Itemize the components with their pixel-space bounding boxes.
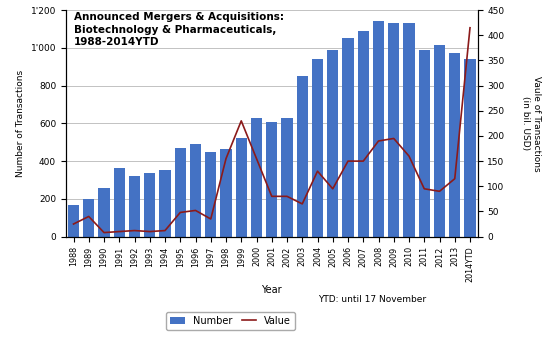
Value	[192, 209, 199, 213]
Value	[436, 189, 443, 193]
Bar	[68, 206, 79, 237]
Bar	[404, 23, 414, 237]
Value	[131, 228, 138, 233]
Bar	[296, 76, 308, 237]
Value	[86, 214, 92, 218]
Value	[162, 228, 169, 233]
Y-axis label: Vaule of Transactions
(in bil. USD): Vaule of Transactions (in bil. USD)	[521, 76, 541, 171]
Bar	[312, 59, 323, 237]
Bar	[464, 59, 476, 237]
Value	[116, 230, 122, 234]
Bar	[357, 31, 369, 237]
Bar	[114, 168, 125, 237]
Bar	[144, 173, 155, 237]
Bar	[418, 50, 430, 237]
Value	[253, 156, 260, 161]
Text: Announced Mergers & Acquisitions:
Biotechnology & Pharmaceuticals,
1988-2014YTD: Announced Mergers & Acquisitions: Biotec…	[74, 13, 284, 47]
Value	[223, 156, 229, 161]
Bar	[388, 23, 400, 237]
Value	[314, 169, 321, 173]
Value	[177, 211, 183, 215]
Bar	[159, 170, 171, 237]
Value	[284, 194, 290, 198]
Value	[208, 217, 214, 221]
Bar	[434, 45, 445, 237]
Y-axis label: Number of Transactions: Number of Transactions	[16, 70, 25, 177]
Bar	[327, 50, 339, 237]
Value	[375, 139, 382, 143]
Line: Value: Value	[74, 28, 470, 233]
Value	[451, 177, 458, 181]
Bar	[129, 176, 140, 237]
Legend: Number, Value: Number, Value	[166, 312, 295, 330]
Value	[421, 187, 428, 191]
Value	[268, 194, 275, 198]
Value	[390, 137, 397, 141]
Bar	[281, 118, 293, 237]
Value	[299, 202, 306, 206]
Value	[238, 119, 244, 123]
Value	[100, 231, 107, 235]
Value	[147, 230, 153, 234]
Value	[406, 154, 412, 158]
Text: YTD: until 17 November: YTD: until 17 November	[318, 295, 427, 304]
X-axis label: Year: Year	[261, 285, 282, 295]
Bar	[449, 53, 461, 237]
Bar	[220, 149, 232, 237]
Bar	[236, 138, 247, 237]
Bar	[175, 148, 186, 237]
Bar	[190, 144, 201, 237]
Bar	[83, 199, 94, 237]
Bar	[373, 21, 384, 237]
Bar	[98, 189, 110, 237]
Bar	[251, 118, 262, 237]
Value	[345, 159, 351, 163]
Value	[329, 187, 336, 191]
Value	[467, 26, 473, 30]
Bar	[266, 122, 277, 237]
Bar	[342, 39, 354, 237]
Bar	[205, 152, 216, 237]
Value	[360, 159, 367, 163]
Value	[70, 222, 77, 226]
